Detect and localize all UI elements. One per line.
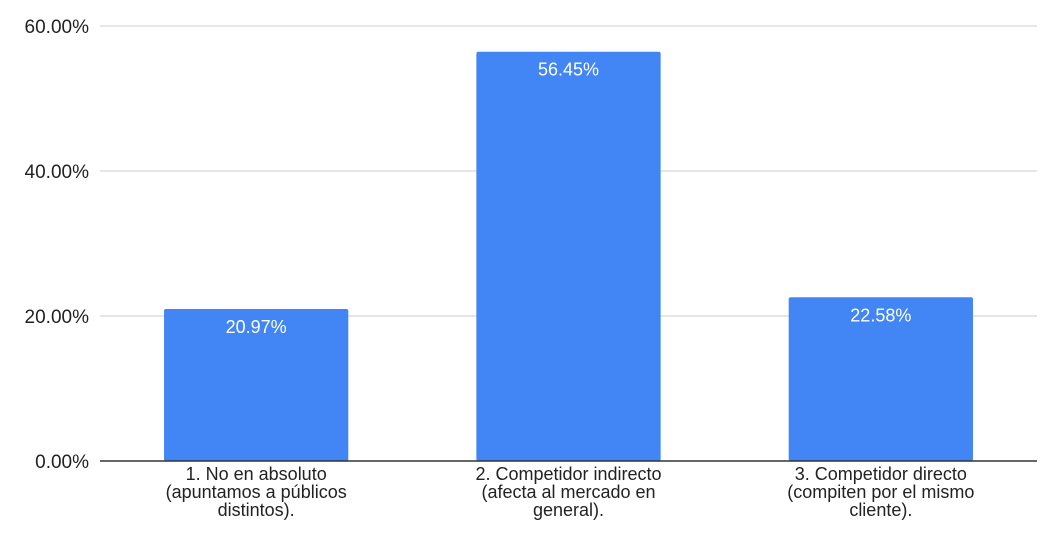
x-tick-label: 2. Competidor indirecto (afecta al mercad… — [475, 464, 661, 520]
x-tick-label-line: 2. Competidor indirecto — [475, 464, 661, 484]
y-tick-label: 20.00% — [25, 307, 90, 328]
x-tick-label-line: 1. No en absoluto — [186, 464, 327, 484]
y-tick-label: 60.00% — [25, 17, 90, 38]
bar — [788, 297, 973, 461]
x-tick-label-line: general). — [533, 500, 604, 520]
x-tick-label: 1. No en absoluto (apuntamos a públicos di… — [166, 464, 347, 520]
x-tick-label-line: (afecta al mercado en — [481, 482, 655, 502]
bars — [164, 51, 973, 462]
x-tick-label-line: cliente). — [849, 500, 912, 520]
data-labels: 20.97% 56.45% 22.58% — [226, 60, 912, 337]
x-axis-tick-labels: 1. No en absoluto (apuntamos a públicos di… — [166, 464, 975, 520]
x-tick-label-line: (compiten por el mismo — [787, 482, 974, 502]
x-tick-label: 3. Competidor directo (compiten por el mi… — [787, 464, 974, 520]
bar — [476, 51, 661, 462]
y-axis-tick-labels: 0.00% 20.00% 40.00% 60.00% — [25, 17, 90, 473]
bar-data-label: 56.45% — [538, 60, 599, 80]
x-tick-label-line: (apuntamos a públicos — [166, 482, 347, 502]
x-tick-label-line: 3. Competidor directo — [795, 464, 967, 484]
bar-data-label: 22.58% — [850, 305, 911, 325]
y-tick-label: 0.00% — [35, 452, 89, 473]
y-tick-label: 40.00% — [25, 162, 90, 183]
bar-data-label: 20.97% — [226, 317, 287, 337]
x-tick-label-line: distintos). — [218, 500, 295, 520]
bar — [164, 308, 349, 461]
